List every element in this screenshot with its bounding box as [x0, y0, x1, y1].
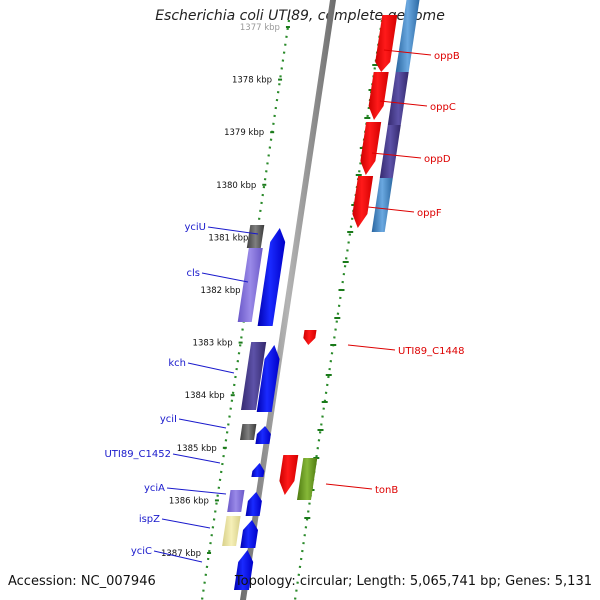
forward-gene-arrow-UTI89_C1452: [251, 463, 265, 477]
forward-cds-block: [227, 490, 245, 512]
genome-backbone: [240, 0, 336, 600]
reverse-cds-block: [297, 458, 318, 500]
reverse-strand-dotted-line: [293, 19, 384, 600]
forward-gene-leader-line: [201, 272, 249, 283]
forward-gene-leader-line: [172, 453, 221, 464]
topology-label: Topology: circular; Length: 5,065,741 bp…: [234, 574, 592, 589]
reverse-gene-arrow-UTI89_C1448: [303, 330, 317, 345]
reverse-gene-leader-line: [325, 483, 373, 490]
map-title: Escherichia coli UTI89, complete genome: [155, 8, 445, 24]
ruler-tick-label: 1381 kbp: [208, 233, 248, 243]
reverse-gene-arrow-oppA: [375, 15, 398, 72]
reverse-gene-leader-line: [371, 152, 422, 159]
reverse-gene-arrow-oppF: [352, 176, 374, 228]
forward-cds-block: [246, 225, 265, 248]
reverse-gene-label-oppB: oppB: [434, 51, 460, 62]
forward-gene-arrow-ispZ: [240, 520, 258, 548]
reverse-cds-block: [395, 0, 420, 72]
forward-gene-arrow-yciC: [234, 550, 254, 590]
forward-gene-leader-line: [153, 550, 203, 563]
reverse-gene-label-oppF: oppF: [417, 208, 442, 219]
reverse-gene-label-UTI89_C1448: UTI89_C1448: [398, 346, 465, 357]
ruler-tick-label: 1384 kbp: [185, 391, 225, 401]
forward-gene-arrow-kch: [256, 345, 280, 412]
reverse-cds-block: [371, 178, 393, 232]
forward-gene-label-yciA: yciA: [144, 483, 165, 494]
forward-cds-block: [222, 516, 241, 546]
forward-gene-leader-line: [178, 418, 227, 429]
forward-cds-block: [240, 424, 257, 440]
forward-gene-label-kch: kch: [168, 358, 186, 369]
forward-gene-label-cls: cls: [187, 268, 201, 279]
forward-gene-label-yciU: yciU: [184, 222, 206, 233]
ruler-tick-label: 1379 kbp: [224, 128, 264, 138]
ruler-tick-label: 1383 kbp: [193, 339, 233, 349]
reverse-gene-arrow-tonB: [279, 455, 299, 495]
reverse-gene-leader-line: [367, 206, 415, 213]
forward-gene-leader-line: [187, 362, 235, 374]
reverse-gene-leader-line: [347, 344, 396, 351]
ruler-tick-label: 1377 kbp: [240, 23, 280, 33]
reverse-gene-label-tonB: tonB: [375, 485, 398, 496]
reverse-cds-block: [379, 125, 401, 178]
forward-gene-label-ispZ: ispZ: [139, 514, 160, 525]
accession-label: Accession: NC_007946: [8, 574, 156, 589]
forward-gene-label-yciI: yciI: [160, 414, 177, 425]
forward-cds-block: [237, 248, 263, 322]
forward-gene-label-UTI89_C1452: UTI89_C1452: [104, 449, 171, 460]
ruler-tick-label: 1385 kbp: [177, 444, 217, 454]
reverse-gene-label-oppD: oppD: [424, 154, 451, 165]
ruler-dotted-line: [200, 19, 291, 600]
reverse-gene-label-oppC: oppC: [430, 102, 456, 113]
ruler-tick-label: 1378 kbp: [232, 76, 272, 86]
forward-gene-arrow-yciA: [245, 492, 262, 516]
forward-gene-arrow-yciI: [255, 426, 271, 444]
forward-gene-leader-line: [207, 226, 259, 235]
reverse-gene-arrow-oppC: [360, 122, 382, 175]
ruler-tick-label: 1382 kbp: [200, 286, 240, 296]
forward-cds-block: [241, 342, 267, 410]
reverse-gene-leader-line: [383, 49, 432, 56]
forward-gene-leader-line: [166, 487, 227, 495]
ruler-tick-label: 1386 kbp: [169, 496, 209, 506]
ruler-tick-label: 1380 kbp: [216, 181, 256, 191]
forward-gene-label-yciC: yciC: [131, 546, 152, 557]
forward-gene-arrow-cls: [257, 228, 286, 326]
reverse-gene-arrow-oppB: [368, 72, 389, 120]
forward-gene-leader-line: [161, 518, 211, 529]
ruler-tick-label: 1387 kbp: [161, 549, 201, 559]
reverse-gene-leader-line: [379, 100, 428, 107]
reverse-cds-block: [387, 72, 409, 125]
